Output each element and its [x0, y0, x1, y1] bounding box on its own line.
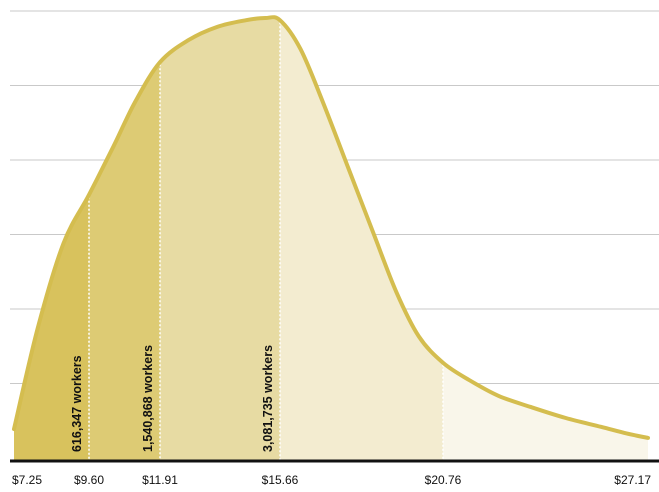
segment-area-3 [160, 18, 280, 460]
x-axis-ticks: $7.25 $9.60 $11.91 $15.66 $20.76 $27.17 [12, 473, 651, 487]
x-tick-label: $15.66 [262, 473, 299, 487]
x-tick-label: $27.17 [614, 473, 651, 487]
distribution-curve [12, 15, 650, 440]
segment-areas [14, 18, 648, 461]
x-tick-label: $9.60 [74, 473, 104, 487]
segment-label: 3,081,735 workers [261, 345, 275, 452]
segment-area-1 [14, 194, 89, 461]
segment-area-4 [280, 20, 443, 461]
x-tick-label: $7.25 [12, 473, 42, 487]
segment-dividers [88, 22, 444, 460]
segment-label: 616,347 workers [70, 355, 84, 452]
x-tick-label: $11.91 [142, 473, 178, 487]
segment-area-5 [443, 362, 648, 460]
x-tick-label: $20.76 [425, 473, 462, 487]
segment-labels: 616,347 workers 1,540,868 workers 3,081,73… [70, 345, 275, 452]
segment-label: 1,540,868 workers [141, 345, 155, 452]
